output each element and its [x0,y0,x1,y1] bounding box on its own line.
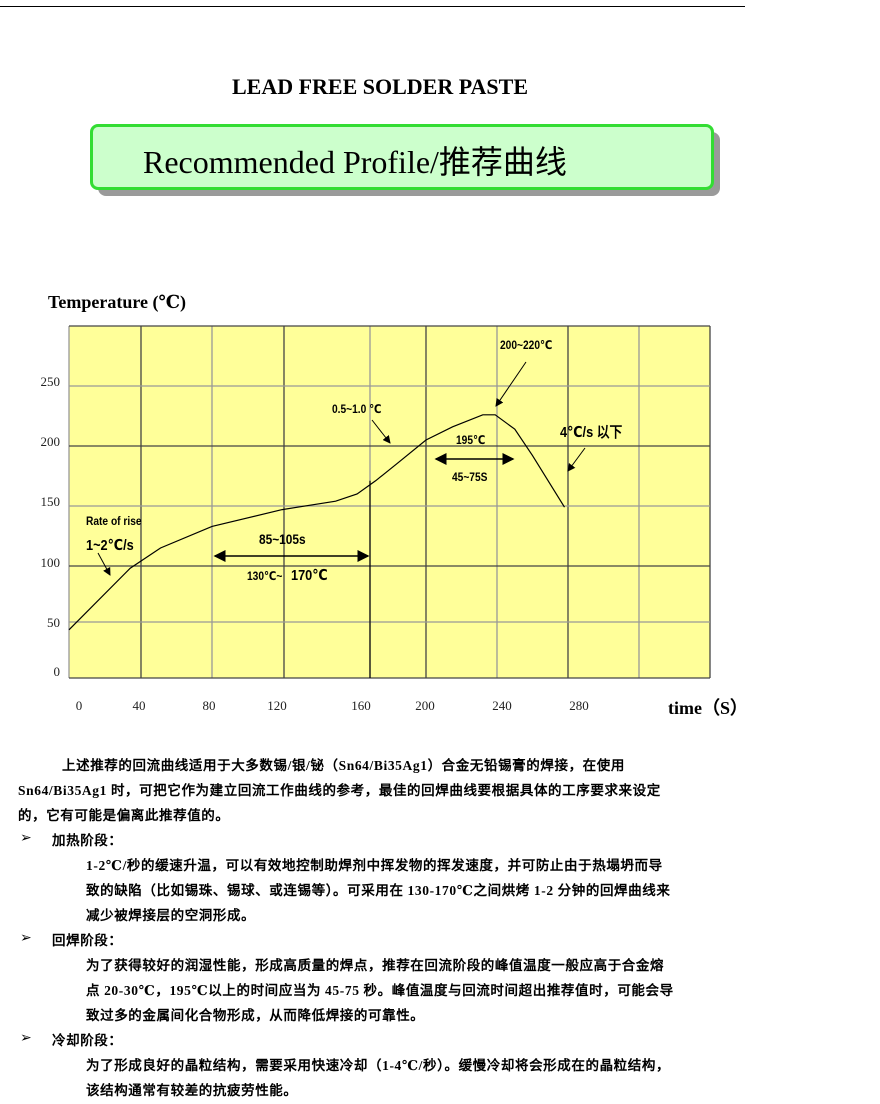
bullet-icon: ➢ [20,931,32,946]
section-heating-line: 致的缺陷（比如锡珠、锡球、或连锡等）。可采用在 130-170℃之间烘烤 1-2… [86,883,671,898]
banner: Recommended Profile/推荐曲线 [90,124,714,190]
section-cooling-line: 该结构通常有较差的抗疲劳性能。 [86,1083,298,1098]
y-axis-label: Temperature (℃) [48,292,187,312]
peak-arrow [495,361,527,407]
reflow-profile-chart: 0 40 80 120 160 200 240 280 0 50 100 150 200 250 [41,325,711,713]
annotation-liquidus: 195℃ [456,433,486,447]
intro-line-3: 的，它有可能是偏离此推荐值的。 [18,808,230,823]
y-tick-label: 200 [41,434,61,449]
x-tick-label: 40 [133,698,146,713]
ramp-arrow [371,419,391,444]
x-tick-label: 0 [76,698,83,713]
section-reflow-title: 回焊阶段： [52,933,123,948]
top-rule [0,6,745,7]
annotation-soak-temp-b: 170℃ [291,567,328,584]
x-axis-label: time（S） [668,698,748,718]
annotation-cool: 4℃/s 以下 [560,424,623,441]
annotation-peak: 200~220℃ [500,338,553,352]
section-cooling-title: 冷却阶段： [52,1033,123,1048]
annotation-ramp: 0.5~1.0 ℃ [332,402,382,416]
y-tick-label: 150 [41,494,61,509]
x-tick-label: 240 [492,698,512,713]
y-tick-label: 50 [47,615,60,630]
section-reflow-line: 致过多的金属间化合物形成，从而降低焊接的可靠性。 [86,1008,425,1023]
plot-background [69,326,710,678]
cool-arrow [567,447,586,472]
section-heating-title: 加热阶段： [52,833,123,848]
profile-curve [68,414,566,631]
section-heating-line: 减少被焊接层的空洞形成。 [86,908,256,923]
y-tick-label: 0 [54,664,61,679]
y-tick-label: 250 [41,374,61,389]
bullet-icon: ➢ [20,831,32,846]
x-tick-label: 160 [351,698,371,713]
intro-line-2: Sn64/Bi35Ag1 时，可把它作为建立回流工作曲线的参考，最佳的回焊曲线要… [18,783,661,798]
annotation-soak-temp-a: 130℃~ [247,569,283,583]
intro-line-1: 上述推荐的回流曲线适用于大多数锡/银/铋（Sn64/Bi35Ag1）合金无铅锡膏… [62,758,625,773]
x-tick-label: 80 [203,698,216,713]
x-tick-label: 280 [569,698,589,713]
annotation-soak-time: 85~105s [259,531,306,547]
x-tick-label: 120 [267,698,287,713]
y-tick-label: 100 [41,555,61,570]
section-reflow-line: 点 20-30℃，195℃以上的时间应当为 45-75 秒。峰值温度与回流时间超… [86,983,674,998]
banner-text: Recommended Profile/推荐曲线 [143,144,567,180]
section-reflow-line: 为了获得较好的润湿性能，形成高质量的焊点，推荐在回流阶段的峰值温度一般应高于合金… [86,958,665,973]
rate-arrow [97,552,111,576]
document-title: LEAD FREE SOLDER PASTE [231,74,529,99]
annotation-tal: 45~75S [452,470,488,484]
annotation-rate-value: 1~2℃/s [86,537,134,554]
section-heating-line: 1-2℃/秒的缓速升温，可以有效地控制助焊剂中挥发物的挥发速度，并可防止由于热塌… [86,858,663,873]
section-cooling-line: 为了形成良好的晶粒结构，需要采用快速冷却（1-4℃/秒）。缓慢冷却将会形成在的晶… [86,1058,671,1073]
x-tick-label: 200 [415,698,435,713]
bullet-icon: ➢ [20,1031,32,1046]
annotation-rate-title: Rate of rise [86,514,142,528]
